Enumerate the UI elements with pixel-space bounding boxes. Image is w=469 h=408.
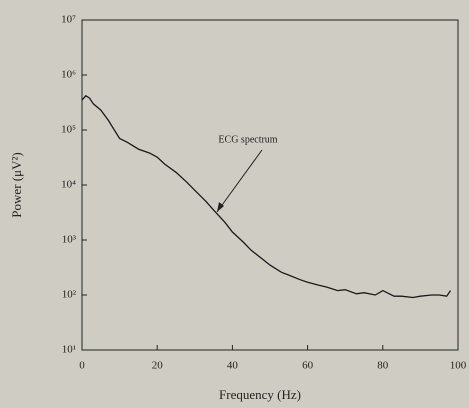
x-tick-label: 60 (302, 360, 314, 372)
y-axis-label: Power (μV²) (9, 152, 24, 217)
x-tick-label: 100 (450, 360, 467, 372)
annotation-arrow (216, 149, 263, 213)
y-tick-label: 10⁵ (61, 124, 76, 136)
arrow-head (217, 202, 224, 212)
x-tick-label: 80 (377, 360, 389, 372)
y-tick-label: 10¹ (62, 344, 76, 356)
x-tick-label: 40 (227, 360, 239, 372)
plot-frame (81, 19, 459, 351)
y-tick-label: 10⁶ (61, 69, 76, 81)
y-tick-label: 10⁷ (61, 14, 76, 26)
y-tick-label: 10² (62, 289, 77, 301)
y-tick-label: 10³ (62, 234, 77, 246)
x-tick-label: 0 (79, 360, 85, 372)
x-tick-label: 20 (152, 360, 164, 372)
annotation: ECG spectrum (218, 134, 277, 145)
x-axis-label: Frequency (Hz) (219, 387, 301, 402)
y-tick-label: 10⁴ (61, 179, 76, 191)
spectrum-line (81, 94, 452, 299)
